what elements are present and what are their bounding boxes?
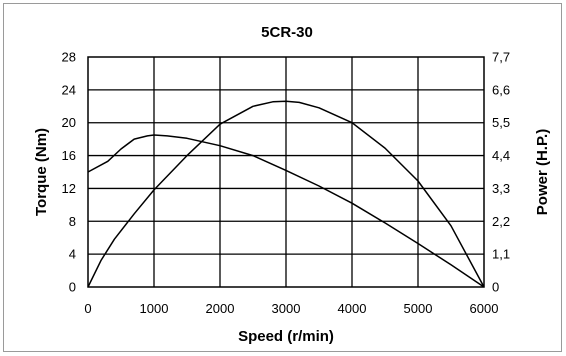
- y-tick-label: 28: [62, 50, 76, 65]
- series-group: [87, 100, 485, 288]
- x-tick-label: 1000: [140, 301, 169, 316]
- y2-tick-label: 5,5: [492, 115, 510, 130]
- y2-tick-label: 1,1: [492, 247, 510, 262]
- y-tick-label: 8: [69, 214, 76, 229]
- y-axis-label: Torque (Nm): [33, 128, 50, 216]
- x-tick-label: 6000: [470, 301, 499, 316]
- y2-tick-label: 4,4: [492, 148, 510, 163]
- chart-title: 5CR-30: [261, 24, 313, 41]
- y2-tick-label: 7,7: [492, 50, 510, 65]
- grid: [88, 57, 484, 287]
- x-tick-label: 2000: [206, 301, 235, 316]
- x-tick-label: 4000: [338, 301, 367, 316]
- x-tick-label: 3000: [272, 301, 301, 316]
- y2-tick-label: 2,2: [492, 214, 510, 229]
- y-tick-label: 0: [69, 280, 76, 295]
- y-tick-label: 20: [62, 115, 76, 130]
- y-tick-label: 12: [62, 181, 76, 196]
- y2-axis-label: Power (H.P.): [534, 129, 551, 215]
- torque-curve: [87, 134, 485, 288]
- chart-frame: [3, 3, 562, 352]
- x-axis-label: Speed (r/min): [238, 328, 334, 345]
- y2-tick-label: 3,3: [492, 181, 510, 196]
- y2-tick-label: 6,6: [492, 82, 510, 97]
- y-tick-label: 16: [62, 148, 76, 163]
- y-tick-label: 24: [62, 82, 76, 97]
- y-tick-label: 4: [69, 247, 76, 262]
- y2-tick-label: 0: [492, 280, 499, 295]
- power-curve: [87, 100, 485, 288]
- x-tick-label: 0: [84, 301, 91, 316]
- x-tick-label: 5000: [404, 301, 433, 316]
- tick-labels: 0 1000 2000 3000 4000 5000 6000 0 4 8 12 16 20 24 28 0 1…: [62, 50, 511, 317]
